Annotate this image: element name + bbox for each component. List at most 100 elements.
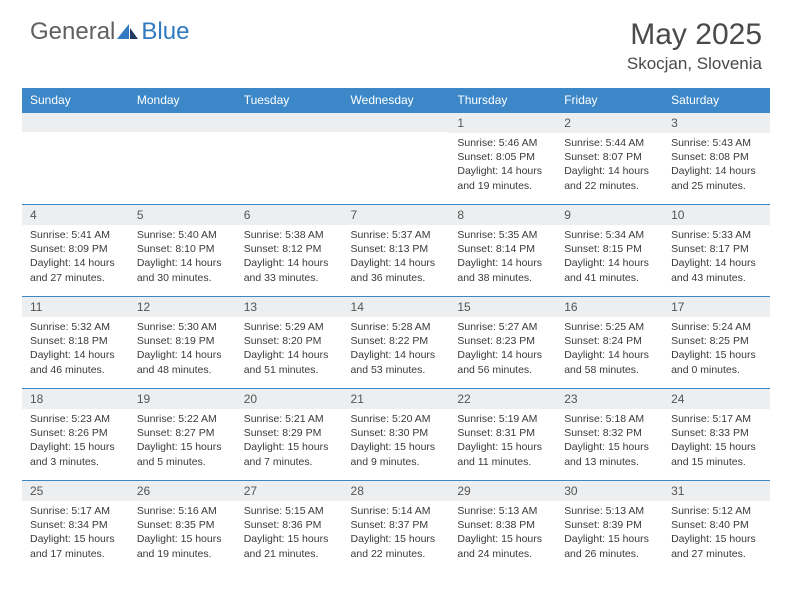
weekday-header: Thursday <box>449 88 556 113</box>
daylight-line: Daylight: 14 hours and 43 minutes. <box>671 256 762 284</box>
logo: General Blue <box>30 18 189 46</box>
calendar-cell: 17Sunrise: 5:24 AMSunset: 8:25 PMDayligh… <box>663 297 770 389</box>
calendar-cell: 18Sunrise: 5:23 AMSunset: 8:26 PMDayligh… <box>22 389 129 481</box>
day-body: Sunrise: 5:17 AMSunset: 8:33 PMDaylight:… <box>663 409 770 475</box>
day-body: Sunrise: 5:38 AMSunset: 8:12 PMDaylight:… <box>236 225 343 291</box>
sunset-line: Sunset: 8:18 PM <box>30 334 121 348</box>
calendar-row: 4Sunrise: 5:41 AMSunset: 8:09 PMDaylight… <box>22 205 770 297</box>
daylight-line: Daylight: 14 hours and 51 minutes. <box>244 348 335 376</box>
day-body: Sunrise: 5:40 AMSunset: 8:10 PMDaylight:… <box>129 225 236 291</box>
sunset-line: Sunset: 8:37 PM <box>351 518 442 532</box>
day-body: Sunrise: 5:18 AMSunset: 8:32 PMDaylight:… <box>556 409 663 475</box>
day-number: 2 <box>556 113 663 133</box>
day-number: 20 <box>236 389 343 409</box>
day-number: 26 <box>129 481 236 501</box>
day-body: Sunrise: 5:34 AMSunset: 8:15 PMDaylight:… <box>556 225 663 291</box>
calendar-cell: 5Sunrise: 5:40 AMSunset: 8:10 PMDaylight… <box>129 205 236 297</box>
day-body: Sunrise: 5:20 AMSunset: 8:30 PMDaylight:… <box>343 409 450 475</box>
day-number: 30 <box>556 481 663 501</box>
day-body: Sunrise: 5:24 AMSunset: 8:25 PMDaylight:… <box>663 317 770 383</box>
day-number: 31 <box>663 481 770 501</box>
sunset-line: Sunset: 8:40 PM <box>671 518 762 532</box>
sunrise-line: Sunrise: 5:17 AM <box>671 412 762 426</box>
day-body: Sunrise: 5:23 AMSunset: 8:26 PMDaylight:… <box>22 409 129 475</box>
calendar-cell: 7Sunrise: 5:37 AMSunset: 8:13 PMDaylight… <box>343 205 450 297</box>
weekday-header: Sunday <box>22 88 129 113</box>
day-number: 25 <box>22 481 129 501</box>
daylight-line: Daylight: 15 hours and 0 minutes. <box>671 348 762 376</box>
sunset-line: Sunset: 8:39 PM <box>564 518 655 532</box>
sunset-line: Sunset: 8:05 PM <box>457 150 548 164</box>
day-number: 6 <box>236 205 343 225</box>
sunrise-line: Sunrise: 5:43 AM <box>671 136 762 150</box>
sunrise-line: Sunrise: 5:33 AM <box>671 228 762 242</box>
calendar-row: 1Sunrise: 5:46 AMSunset: 8:05 PMDaylight… <box>22 113 770 205</box>
sunrise-line: Sunrise: 5:44 AM <box>564 136 655 150</box>
day-body: Sunrise: 5:41 AMSunset: 8:09 PMDaylight:… <box>22 225 129 291</box>
calendar-cell: 22Sunrise: 5:19 AMSunset: 8:31 PMDayligh… <box>449 389 556 481</box>
calendar-cell: 29Sunrise: 5:13 AMSunset: 8:38 PMDayligh… <box>449 481 556 573</box>
sunset-line: Sunset: 8:36 PM <box>244 518 335 532</box>
day-body: Sunrise: 5:43 AMSunset: 8:08 PMDaylight:… <box>663 133 770 199</box>
sunrise-line: Sunrise: 5:35 AM <box>457 228 548 242</box>
day-number: 4 <box>22 205 129 225</box>
calendar-cell: 26Sunrise: 5:16 AMSunset: 8:35 PMDayligh… <box>129 481 236 573</box>
calendar-cell <box>343 113 450 205</box>
calendar-cell: 24Sunrise: 5:17 AMSunset: 8:33 PMDayligh… <box>663 389 770 481</box>
calendar-row: 11Sunrise: 5:32 AMSunset: 8:18 PMDayligh… <box>22 297 770 389</box>
daylight-line: Daylight: 14 hours and 48 minutes. <box>137 348 228 376</box>
weekday-header: Tuesday <box>236 88 343 113</box>
sunrise-line: Sunrise: 5:34 AM <box>564 228 655 242</box>
calendar-cell: 9Sunrise: 5:34 AMSunset: 8:15 PMDaylight… <box>556 205 663 297</box>
day-body: Sunrise: 5:15 AMSunset: 8:36 PMDaylight:… <box>236 501 343 567</box>
sunrise-line: Sunrise: 5:18 AM <box>564 412 655 426</box>
daylight-line: Daylight: 14 hours and 53 minutes. <box>351 348 442 376</box>
weekday-header-row: Sunday Monday Tuesday Wednesday Thursday… <box>22 88 770 113</box>
day-number: 21 <box>343 389 450 409</box>
sunset-line: Sunset: 8:25 PM <box>671 334 762 348</box>
calendar-cell: 31Sunrise: 5:12 AMSunset: 8:40 PMDayligh… <box>663 481 770 573</box>
day-number <box>236 113 343 132</box>
day-number: 22 <box>449 389 556 409</box>
day-body: Sunrise: 5:29 AMSunset: 8:20 PMDaylight:… <box>236 317 343 383</box>
sunrise-line: Sunrise: 5:24 AM <box>671 320 762 334</box>
day-body: Sunrise: 5:27 AMSunset: 8:23 PMDaylight:… <box>449 317 556 383</box>
day-number: 8 <box>449 205 556 225</box>
sunset-line: Sunset: 8:15 PM <box>564 242 655 256</box>
day-body: Sunrise: 5:32 AMSunset: 8:18 PMDaylight:… <box>22 317 129 383</box>
day-body: Sunrise: 5:19 AMSunset: 8:31 PMDaylight:… <box>449 409 556 475</box>
sunset-line: Sunset: 8:14 PM <box>457 242 548 256</box>
calendar-cell: 25Sunrise: 5:17 AMSunset: 8:34 PMDayligh… <box>22 481 129 573</box>
sunrise-line: Sunrise: 5:23 AM <box>30 412 121 426</box>
day-number: 11 <box>22 297 129 317</box>
calendar-row: 25Sunrise: 5:17 AMSunset: 8:34 PMDayligh… <box>22 481 770 573</box>
sunset-line: Sunset: 8:26 PM <box>30 426 121 440</box>
sunrise-line: Sunrise: 5:16 AM <box>137 504 228 518</box>
day-body: Sunrise: 5:16 AMSunset: 8:35 PMDaylight:… <box>129 501 236 567</box>
day-number: 13 <box>236 297 343 317</box>
day-number: 12 <box>129 297 236 317</box>
sunrise-line: Sunrise: 5:27 AM <box>457 320 548 334</box>
day-body: Sunrise: 5:21 AMSunset: 8:29 PMDaylight:… <box>236 409 343 475</box>
sunrise-line: Sunrise: 5:40 AM <box>137 228 228 242</box>
calendar-cell: 20Sunrise: 5:21 AMSunset: 8:29 PMDayligh… <box>236 389 343 481</box>
calendar-cell: 6Sunrise: 5:38 AMSunset: 8:12 PMDaylight… <box>236 205 343 297</box>
sunset-line: Sunset: 8:32 PM <box>564 426 655 440</box>
daylight-line: Daylight: 15 hours and 24 minutes. <box>457 532 548 560</box>
daylight-line: Daylight: 14 hours and 33 minutes. <box>244 256 335 284</box>
day-body: Sunrise: 5:37 AMSunset: 8:13 PMDaylight:… <box>343 225 450 291</box>
calendar-cell: 8Sunrise: 5:35 AMSunset: 8:14 PMDaylight… <box>449 205 556 297</box>
daylight-line: Daylight: 14 hours and 46 minutes. <box>30 348 121 376</box>
calendar-cell: 28Sunrise: 5:14 AMSunset: 8:37 PMDayligh… <box>343 481 450 573</box>
daylight-line: Daylight: 15 hours and 21 minutes. <box>244 532 335 560</box>
daylight-line: Daylight: 14 hours and 56 minutes. <box>457 348 548 376</box>
day-number: 5 <box>129 205 236 225</box>
daylight-line: Daylight: 14 hours and 25 minutes. <box>671 164 762 192</box>
sunset-line: Sunset: 8:22 PM <box>351 334 442 348</box>
calendar-cell: 2Sunrise: 5:44 AMSunset: 8:07 PMDaylight… <box>556 113 663 205</box>
day-number: 17 <box>663 297 770 317</box>
day-body: Sunrise: 5:35 AMSunset: 8:14 PMDaylight:… <box>449 225 556 291</box>
month-year: May 2025 <box>627 18 762 52</box>
sunrise-line: Sunrise: 5:28 AM <box>351 320 442 334</box>
sunrise-line: Sunrise: 5:12 AM <box>671 504 762 518</box>
